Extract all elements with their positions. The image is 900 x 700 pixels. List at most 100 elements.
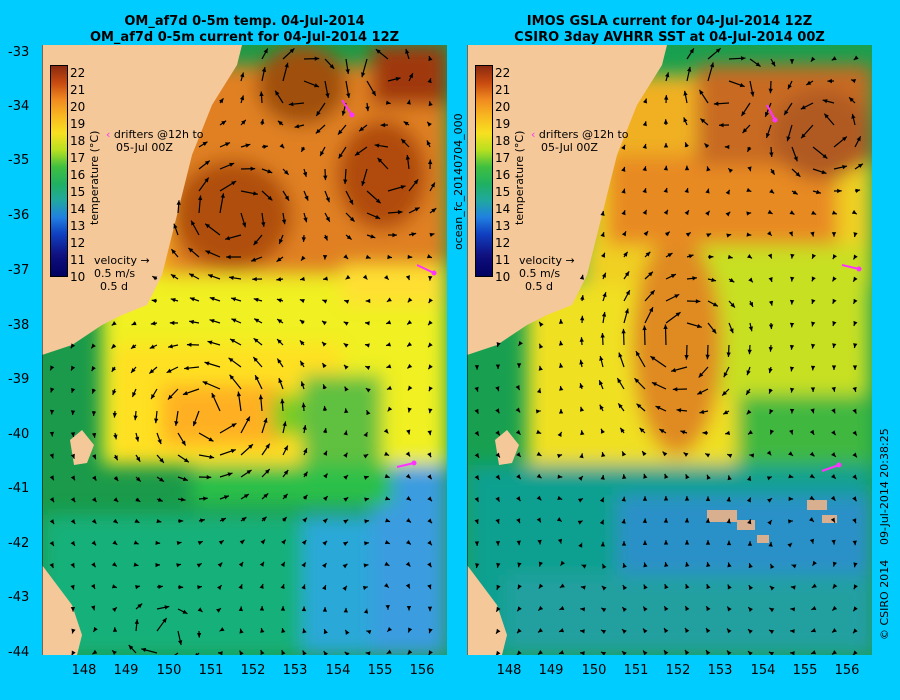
current-vector-head xyxy=(665,72,670,78)
current-vector-head xyxy=(304,195,309,201)
current-vector-head xyxy=(426,140,431,146)
current-vector-head xyxy=(747,541,753,546)
current-vector-head xyxy=(767,520,772,525)
current-vector-head xyxy=(189,319,195,325)
current-vector-head xyxy=(263,417,268,423)
current-vector-head xyxy=(671,368,677,373)
y-tick: -40 xyxy=(8,427,30,442)
current-vector-head xyxy=(705,496,711,501)
current-vector-head xyxy=(684,165,690,171)
current-vector-head xyxy=(853,562,858,568)
colorbar xyxy=(475,65,493,277)
current-vector-head xyxy=(601,585,607,591)
current-vector-head xyxy=(723,372,728,378)
current-vector-head xyxy=(263,48,268,54)
current-vector-head xyxy=(363,608,369,614)
current-vector-head xyxy=(600,428,605,434)
current-vector-head xyxy=(70,562,75,568)
current-vector-head xyxy=(827,78,832,84)
current-vector-head xyxy=(832,298,837,304)
current-vector-head xyxy=(386,385,392,390)
current-vector-head xyxy=(696,323,702,329)
current-vector-head xyxy=(727,628,732,634)
current-vector-head xyxy=(538,561,543,567)
y-tick: -43 xyxy=(8,590,30,605)
current-vector-head xyxy=(377,157,383,163)
drifter-track xyxy=(821,464,840,472)
current-vector-head xyxy=(579,337,584,342)
current-vector-head xyxy=(397,210,403,215)
current-vector-head xyxy=(386,364,392,369)
current-vector-head xyxy=(830,495,836,501)
x-tick: 154 xyxy=(750,663,776,678)
current-vector-head xyxy=(698,372,704,378)
current-vector-head xyxy=(184,365,189,371)
current-vector-head xyxy=(620,427,625,433)
current-vector-head xyxy=(662,451,668,457)
current-vector-head xyxy=(601,651,607,655)
current-vector-head xyxy=(383,274,389,280)
current-vector-head xyxy=(601,452,606,458)
current-vector-head xyxy=(642,325,647,331)
current-vector-head xyxy=(474,430,479,436)
current-vector-head xyxy=(91,562,96,568)
current-vector-head xyxy=(812,560,817,566)
current-vector-head xyxy=(495,386,500,392)
current-vector-head xyxy=(375,214,381,219)
current-vector-head xyxy=(301,402,306,408)
current-vector-head xyxy=(659,429,665,434)
current-vector-head xyxy=(92,649,98,655)
current-vector-head xyxy=(517,650,522,655)
current-vector-head xyxy=(259,583,264,589)
current-vector-head xyxy=(231,297,237,302)
current-vector-head xyxy=(342,585,347,591)
current-vector-head xyxy=(618,403,623,409)
current-vector-head xyxy=(157,497,163,502)
current-vector-head xyxy=(363,432,368,438)
current-vector-head xyxy=(246,469,252,475)
current-vector-head xyxy=(852,496,857,502)
drifter-tracks xyxy=(766,104,862,472)
current-vector-head xyxy=(784,110,789,116)
current-vector-head xyxy=(167,394,173,400)
current-vector-head xyxy=(50,387,55,393)
current-vector-head xyxy=(515,429,521,435)
current-vector-head xyxy=(706,628,711,634)
current-vector-head xyxy=(406,518,412,523)
x-tick: 151 xyxy=(198,663,224,678)
current-vector-head xyxy=(791,564,797,569)
current-vector-head xyxy=(664,562,669,567)
current-vector-head xyxy=(344,364,349,370)
current-vector-head xyxy=(684,518,690,523)
current-vector-head xyxy=(624,271,630,277)
current-vector-head xyxy=(729,278,735,283)
current-vector-head xyxy=(385,496,390,501)
current-vector-head xyxy=(765,132,771,138)
current-vector-head xyxy=(622,474,627,479)
current-vector-head xyxy=(383,583,389,588)
current-vector-head xyxy=(386,649,392,654)
current-vector-head xyxy=(181,440,186,446)
current-vector-head xyxy=(180,497,186,502)
current-vector-head xyxy=(345,629,350,635)
current-vector-head xyxy=(705,518,711,523)
current-vector-head xyxy=(726,496,731,502)
current-vector-head xyxy=(229,162,235,167)
y-tick: -39 xyxy=(8,372,30,387)
current-vector-head xyxy=(853,606,858,612)
current-vector-head xyxy=(599,355,604,361)
current-vector-head xyxy=(788,496,794,502)
current-vector-head xyxy=(365,254,371,259)
current-vector-head xyxy=(560,560,565,566)
current-vector-head xyxy=(474,365,480,370)
drifter-position xyxy=(349,112,355,118)
current-vector-head xyxy=(648,271,653,277)
current-vector-head xyxy=(516,496,521,502)
current-vector-head xyxy=(49,453,54,459)
left-title-line1: OM_af7d 0-5m temp. 04-Jul-2014 xyxy=(124,14,365,29)
current-vector-head xyxy=(407,254,413,260)
current-vector-head xyxy=(741,111,746,117)
current-vector-head xyxy=(155,540,161,546)
current-vector-head xyxy=(726,233,732,238)
current-vector-head xyxy=(559,385,564,391)
